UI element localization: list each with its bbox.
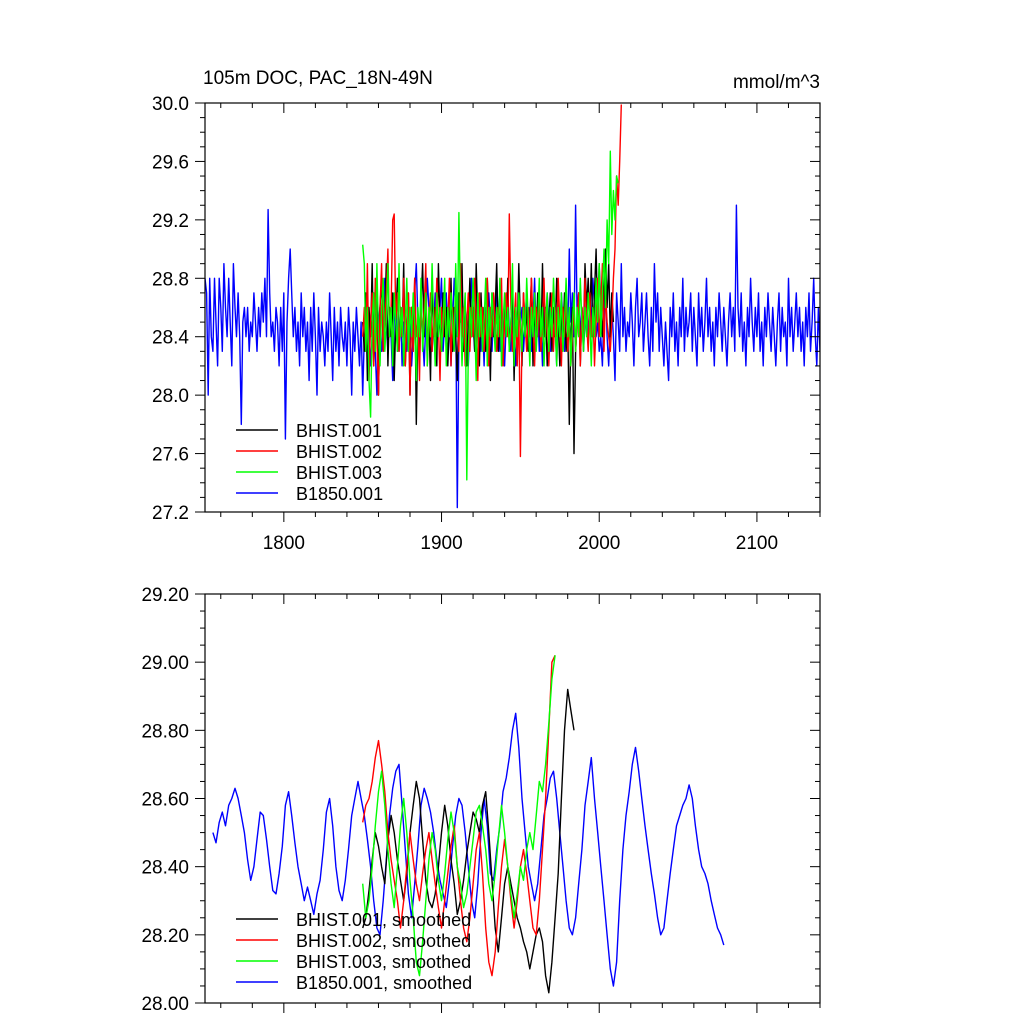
series-line-bhist-003: [362, 150, 619, 481]
y-tick-label: 28.0: [152, 386, 189, 407]
legend-label: BHIST.001, smoothed: [296, 910, 471, 930]
x-tick-label: 1900: [420, 533, 462, 554]
legend-label: BHIST.002: [296, 442, 382, 462]
legend-label: B1850.001: [296, 484, 383, 504]
y-tick-label: 28.60: [141, 790, 189, 811]
legend-label: BHIST.003, smoothed: [296, 952, 471, 972]
series-lines: [205, 104, 820, 509]
y-tick-label: 27.2: [152, 503, 189, 524]
legend-label: BHIST.003: [296, 463, 382, 483]
x-tick-label: 2100: [736, 533, 778, 554]
y-tick-label: 28.8: [152, 269, 189, 290]
legend-label: B1850.001, smoothed: [296, 973, 472, 993]
y-tick-label: 29.20: [141, 585, 189, 606]
y-tick-label: 29.00: [141, 653, 189, 674]
y-tick-label: 29.2: [152, 211, 189, 232]
y-tick-label: 27.6: [152, 445, 189, 466]
y-tick-label: 30.0: [152, 94, 189, 115]
y-tick-label: 28.20: [141, 926, 189, 947]
chart-units: mmol/m^3: [733, 72, 820, 93]
chart-title: 105m DOC, PAC_18N-49N: [203, 68, 433, 89]
x-tick-label: 1800: [263, 533, 305, 554]
x-tick-label: 2000: [578, 533, 620, 554]
series-lines: [212, 655, 725, 994]
y-tick-label: 28.4: [152, 328, 189, 349]
series-line-bhist-002: [362, 655, 556, 977]
y-tick-label: 28.00: [141, 994, 189, 1015]
y-tick-label: 29.6: [152, 152, 189, 173]
series-line-b1850-001: [212, 712, 725, 987]
y-tick-label: 28.80: [141, 721, 189, 742]
y-tick-label: 28.40: [141, 858, 189, 879]
legend-label: BHIST.001: [296, 421, 382, 441]
series-line-bhist-002: [362, 104, 622, 458]
series-line-bhist-003: [362, 655, 556, 977]
top-panel-raw: 1800 1900 2000 2100 27.2 27.6 28.0 28.4 28.8 29.2…: [152, 94, 821, 554]
legend-label: BHIST.002, smoothed: [296, 931, 471, 951]
bottom-panel-smoothed: 28.00 28.20 28.40 28.60 28.80 29.00 29.20 BHIST…: [141, 585, 821, 1015]
